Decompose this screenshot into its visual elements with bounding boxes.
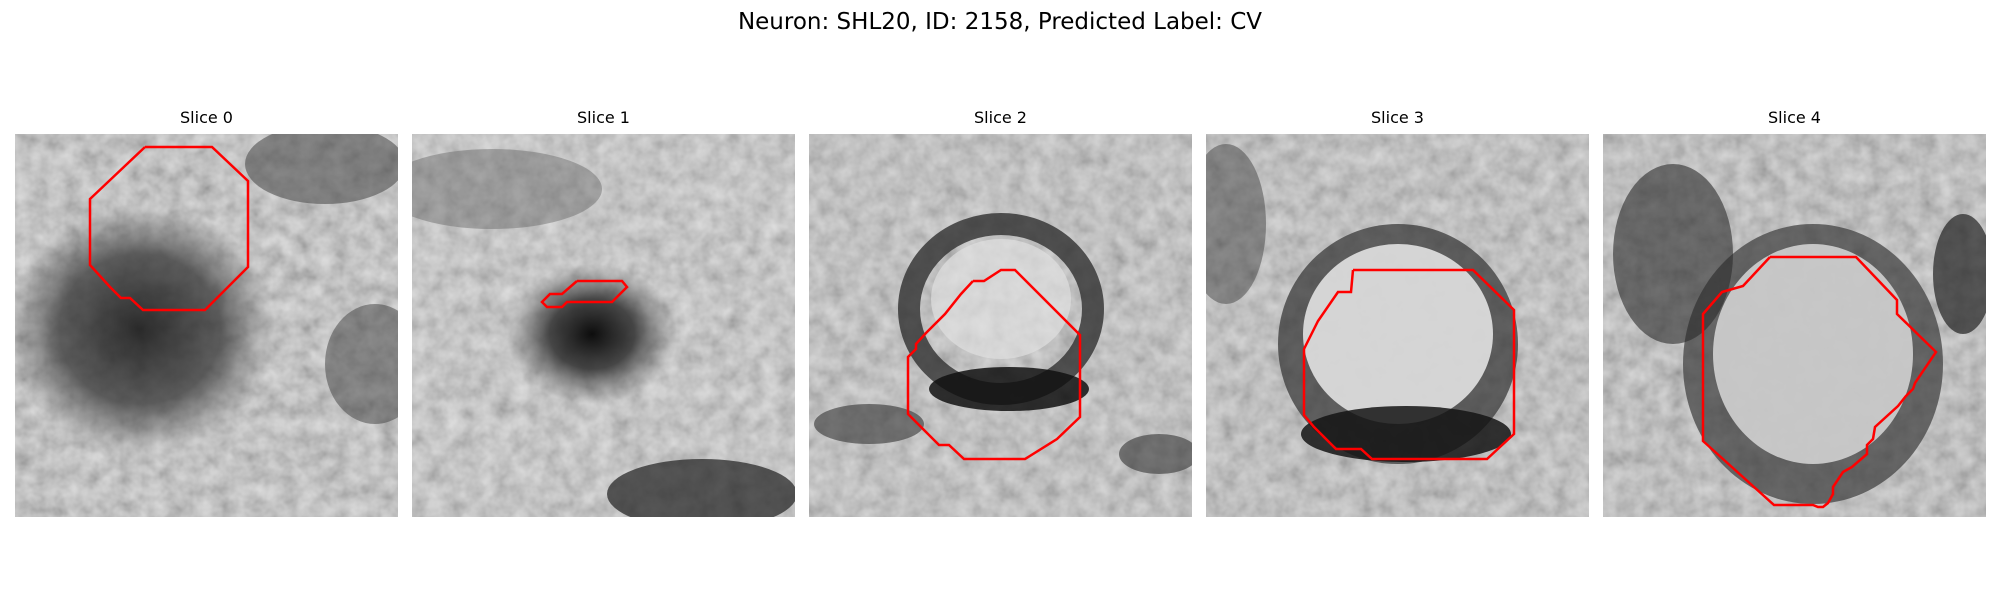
roi-contour-0 — [88, 145, 250, 312]
slice-image-4 — [1603, 134, 1986, 517]
slice-image-2 — [809, 134, 1192, 517]
roi-contour-2 — [906, 268, 1082, 461]
slice-image-3 — [1206, 134, 1589, 517]
slice-panel-3: Slice 3 — [1206, 108, 1589, 517]
figure-title: Neuron: SHL20, ID: 2158, Predicted Label… — [737, 9, 1263, 35]
slice-title-3: Slice 3 — [1371, 108, 1424, 127]
slice-panel-4: Slice 4 — [1603, 108, 1986, 517]
slice-panel-0: Slice 0 — [15, 108, 398, 517]
slice-title-1: Slice 1 — [577, 108, 630, 127]
slice-title-0: Slice 0 — [180, 108, 233, 127]
slice-image-0 — [15, 134, 398, 517]
slice-image-1 — [412, 134, 795, 517]
roi-contour-1 — [540, 279, 629, 309]
slice-panel-2: Slice 2 — [809, 108, 1192, 517]
roi-contour-3 — [1302, 268, 1516, 461]
roi-contour-4 — [1701, 255, 1938, 509]
slice-title-4: Slice 4 — [1768, 108, 1821, 127]
slice-title-2: Slice 2 — [974, 108, 1027, 127]
slice-panel-1: Slice 1 — [412, 108, 795, 517]
